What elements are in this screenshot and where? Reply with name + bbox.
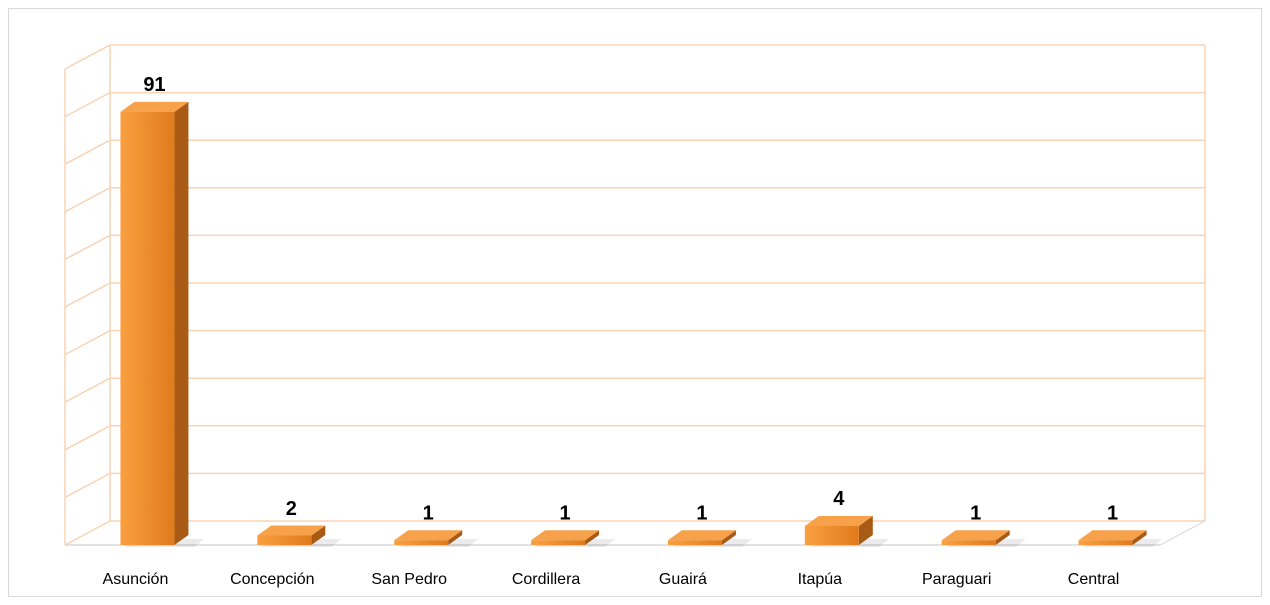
value-label: 4 [833,488,845,510]
x-tick-label: Concepción [230,571,315,588]
bar [531,540,586,545]
bar-top [257,525,326,536]
bar-side [174,101,189,545]
x-tick-label: Asunción [103,571,169,588]
floor-right [1159,520,1206,546]
x-tick-label: Guairá [659,571,707,588]
bar-top [531,530,600,541]
bar-top [1078,530,1147,541]
side-grid-line [64,520,111,546]
x-tick-label: San Pedro [371,571,447,588]
bar-side [858,515,873,545]
bar-top [667,530,736,541]
value-label: 1 [1107,503,1118,525]
side-grid-line [64,139,111,165]
side-grid-line [64,282,111,308]
bar-side [1132,530,1147,545]
side-grid-line [64,44,111,70]
bar-top [804,515,873,526]
bar-side [311,525,326,545]
bar-top [120,101,189,112]
side-grid-line [64,187,111,213]
floor [65,521,1205,545]
bar-top [941,530,1010,541]
x-tick-label: Itapúa [798,571,843,588]
bar [257,535,312,545]
chart-frame [8,8,1262,597]
bar-side [995,530,1010,545]
side-grid-line [64,234,111,261]
bar [941,540,996,545]
x-tick-label: Cordillera [512,571,581,588]
bar [120,111,175,545]
value-label: 1 [970,503,981,525]
side-grid-line [64,425,111,451]
x-tick-label: Paraguari [922,571,991,588]
value-label: 1 [423,503,434,525]
value-label: 2 [286,498,297,520]
bar [394,540,449,545]
value-label: 91 [143,74,165,96]
value-label: 1 [696,503,707,525]
side-grid-line [64,329,111,356]
bar-side [721,530,736,545]
x-tick-label: Central [1068,571,1120,588]
value-label: 1 [560,503,571,525]
bar [667,540,722,545]
bar-side [585,530,600,545]
bar-top [394,530,463,541]
bar [1078,540,1133,545]
bar [804,525,859,545]
side-grid-line [64,472,111,499]
side-grid-line [64,91,111,118]
side-grid-line [64,377,111,403]
bar-side [448,530,463,545]
